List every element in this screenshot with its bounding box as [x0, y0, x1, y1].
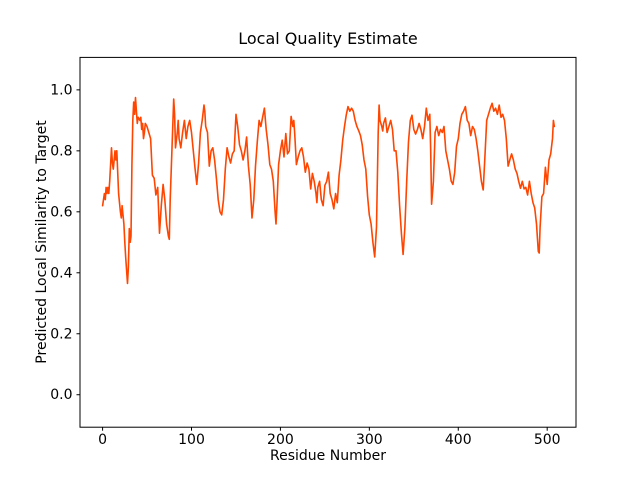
x-tick-label: 400 — [445, 432, 472, 448]
x-tick-label: 300 — [356, 432, 383, 448]
x-tick-label: 500 — [534, 432, 561, 448]
y-tick-label: 0.6 — [50, 204, 72, 220]
x-tick-label: 100 — [178, 432, 205, 448]
axes-spines — [79, 56, 577, 428]
y-tick-label: 0.8 — [50, 143, 72, 159]
y-tick-label: 0.4 — [50, 265, 72, 281]
x-tick-label: 0 — [98, 432, 107, 448]
x-axis-label: Residue Number — [270, 448, 386, 464]
chart-title: Local Quality Estimate — [238, 29, 418, 48]
x-tick-label: 200 — [267, 432, 294, 448]
y-axis-label: Predicted Local Similarity to Target — [34, 120, 50, 364]
y-tick-label: 0.0 — [50, 387, 72, 403]
quality-line — [101, 96, 556, 285]
y-tick-label: 1.0 — [50, 82, 72, 98]
y-tick-label: 0.2 — [50, 326, 72, 342]
